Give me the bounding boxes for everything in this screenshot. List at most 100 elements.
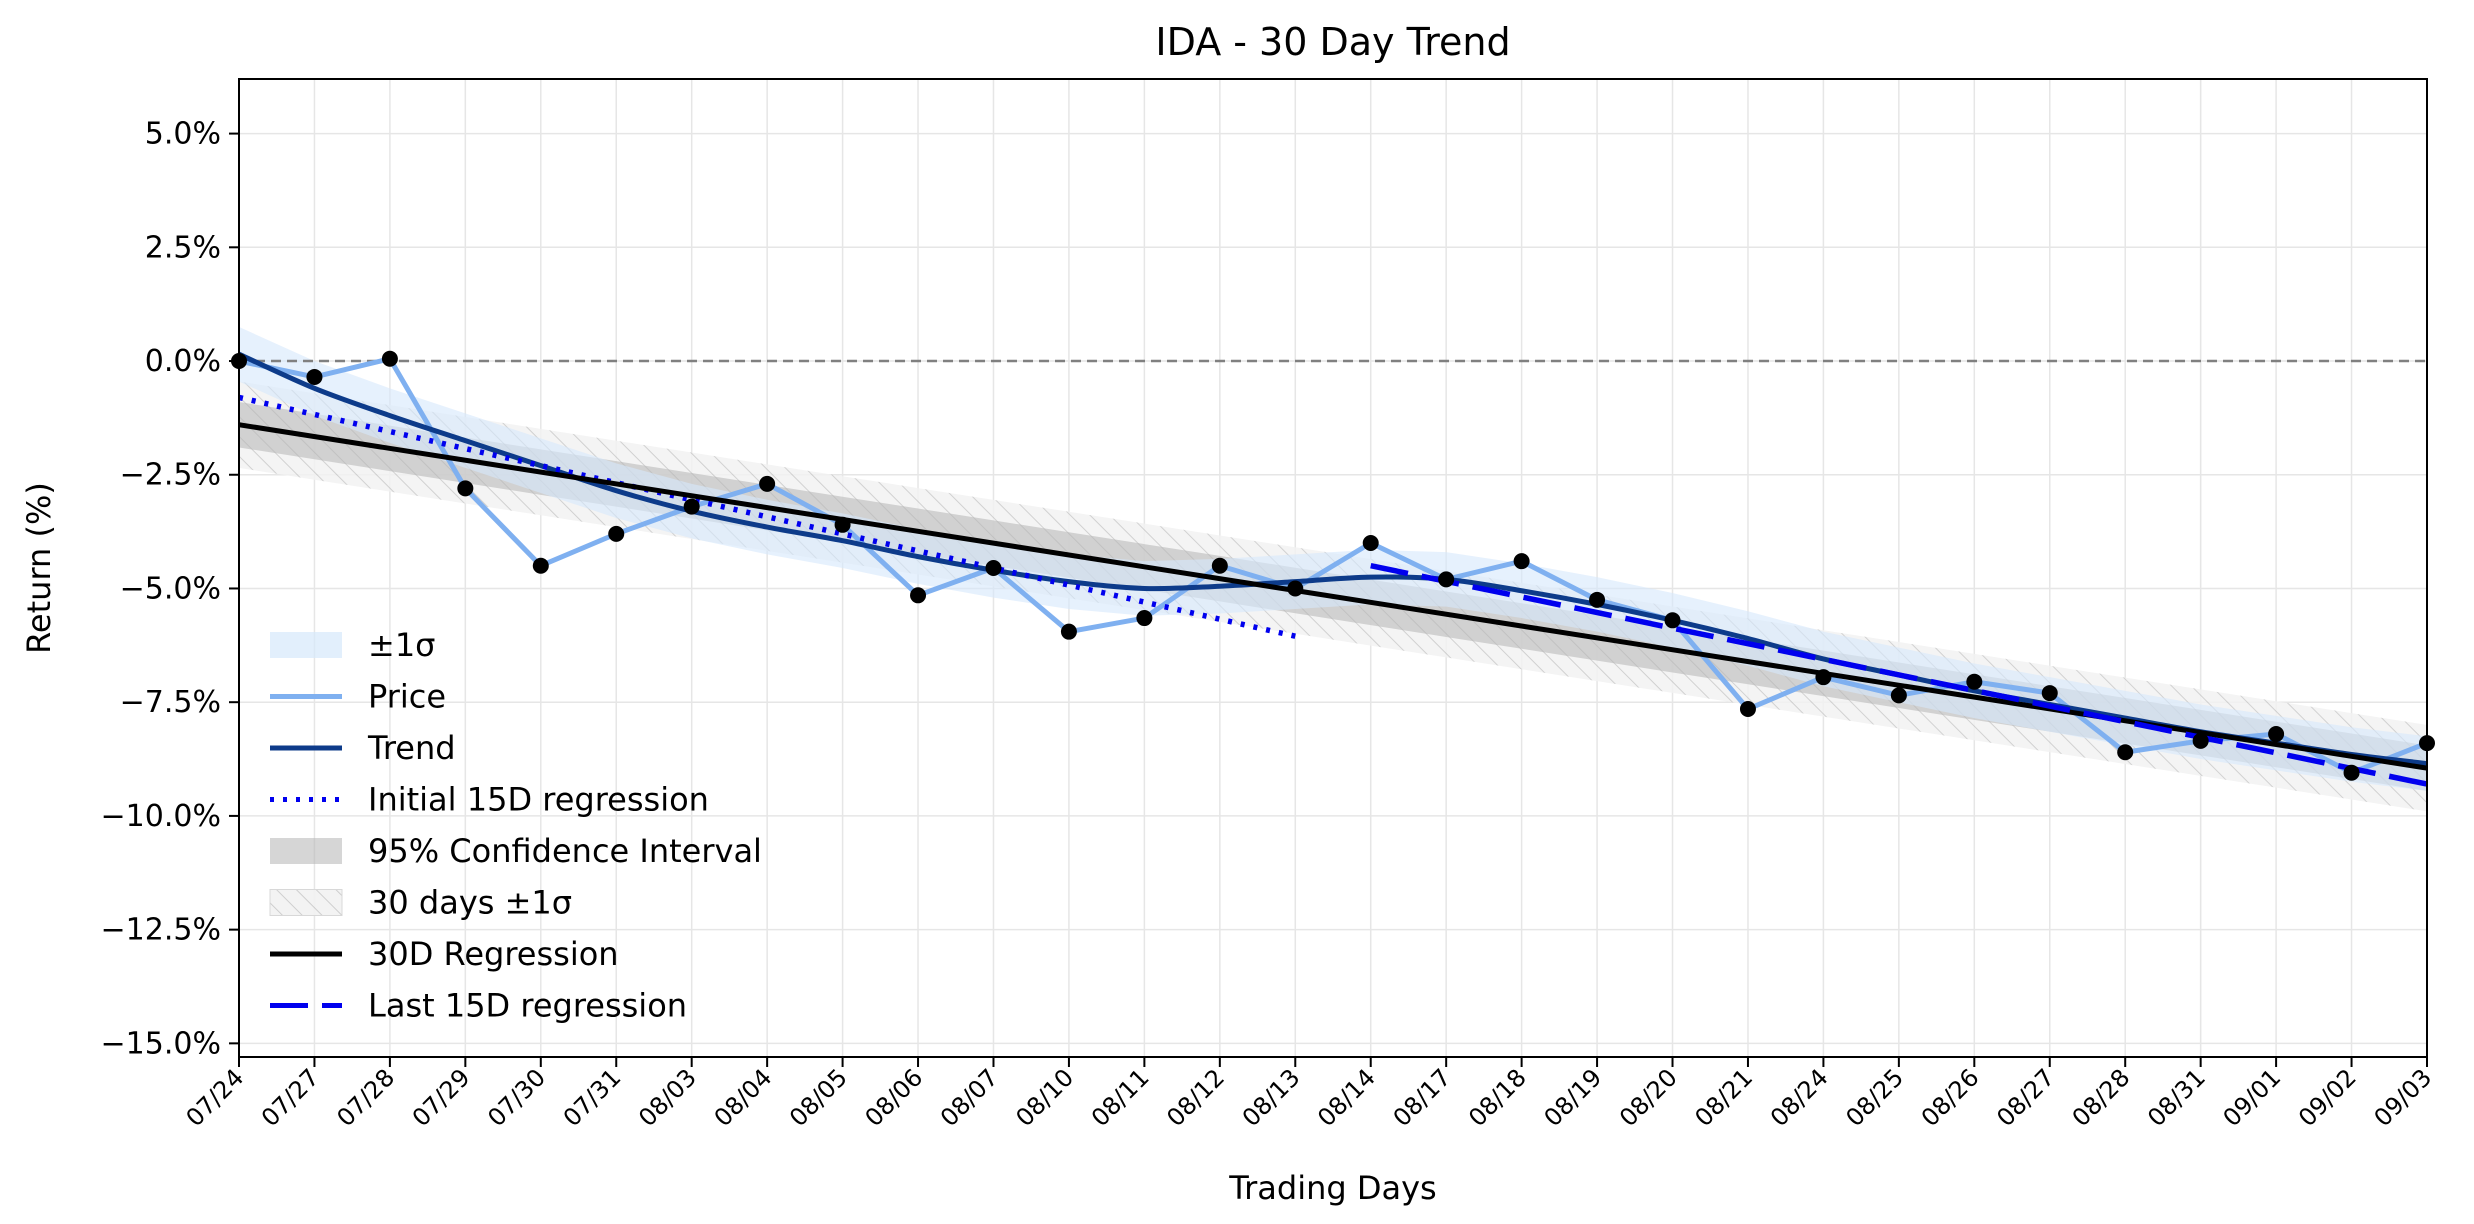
legend-trend: Trend: [270, 729, 456, 767]
y-axis: 5.0% 2.5% 0.0% −2.5% −5.0% −7.5% −10.0% −12.5% −…: [101, 117, 239, 1061]
price-point-13: [1211, 557, 1228, 574]
price-point-7: [759, 475, 776, 492]
x-tick-label-13: 08/12: [1161, 1063, 1230, 1132]
price-point-11: [1060, 623, 1077, 640]
x-tick-label-2: 07/28: [331, 1063, 400, 1132]
legend-30-days-1: 30 days ±1σ: [269, 884, 572, 922]
legend-initial-15d-regression: Initial 15D regression: [270, 781, 709, 819]
price-point-10: [985, 560, 1002, 576]
bands: [239, 326, 2427, 812]
x-tick-label-28: 09/02: [2293, 1063, 2362, 1132]
x-tick-label-20: 08/21: [1689, 1063, 1758, 1132]
y-tick-label-5: −7.5%: [120, 685, 221, 720]
price-point-28: [2343, 764, 2360, 781]
legend-price: Price: [270, 678, 446, 716]
price-point-12: [1136, 610, 1153, 627]
series-group: [239, 351, 2427, 787]
x-tick-label-25: 08/28: [2067, 1063, 2136, 1132]
x-tick-label-0: 07/24: [181, 1063, 250, 1132]
price-point-18: [1589, 591, 1606, 608]
y-tick-label-7: −12.5%: [101, 913, 221, 948]
price-point-15: [1362, 534, 1379, 551]
legend-1-label: ±1σ: [368, 626, 435, 664]
price-point-4: [532, 557, 549, 574]
plot-frame: [238, 78, 2428, 1058]
y-tick-label-3: −2.5%: [120, 458, 221, 493]
price-point-3: [457, 480, 474, 497]
x-axis: 07/24 07/27 07/28 07/29 07/30 07/31 08/03 08/04…: [181, 1057, 2438, 1132]
legend-1: ±1σ: [270, 626, 435, 664]
x-tick-label-19: 08/20: [1614, 1063, 1683, 1132]
y-tick-label-4: −5.0%: [120, 571, 221, 606]
legend-30-days-1-label: 30 days ±1σ: [368, 884, 572, 922]
y-axis-label: Return (%): [20, 482, 58, 654]
price-point-6: [683, 498, 700, 515]
x-tick-label-7: 08/04: [709, 1063, 778, 1132]
price-point-16: [1438, 571, 1455, 588]
price-point-5: [608, 525, 625, 542]
x-tick-label-4: 07/30: [482, 1063, 551, 1132]
legend-last-15d-regression-label: Last 15D regression: [368, 987, 687, 1025]
legend-1-swatch: [270, 632, 342, 658]
price-point-23: [1966, 673, 1983, 690]
price-point-19: [1664, 612, 1681, 629]
price-point-21: [1815, 669, 1832, 686]
y-tick-label-8: −15.0%: [101, 1026, 221, 1061]
x-tick-label-27: 09/01: [2218, 1063, 2287, 1132]
x-tick-label-26: 08/31: [2142, 1063, 2211, 1132]
x-tick-label-1: 07/27: [256, 1063, 325, 1132]
x-tick-label-15: 08/14: [1312, 1063, 1381, 1132]
price-point-14: [1287, 580, 1304, 597]
x-tick-label-18: 08/19: [1539, 1063, 1608, 1132]
price-point-1: [306, 368, 323, 385]
legend-30d-regression: 30D Regression: [270, 935, 619, 973]
price-point-26: [2192, 732, 2209, 749]
x-tick-label-14: 08/13: [1237, 1063, 1306, 1132]
price-point-27: [2268, 726, 2285, 743]
x-tick-label-10: 08/07: [935, 1063, 1004, 1132]
price-points: [231, 350, 2435, 781]
chart-title: IDA - 30 Day Trend: [1155, 20, 1510, 64]
legend-30-days-1-swatch: [269, 889, 343, 916]
price-point-25: [2117, 744, 2134, 761]
x-tick-label-6: 08/03: [633, 1063, 702, 1132]
legend-95-confidence-interval: 95% Confidence Interval: [270, 832, 762, 870]
y-tick-label-0: 5.0%: [145, 117, 221, 152]
legend-price-label: Price: [368, 678, 446, 716]
price-point-17: [1513, 553, 1530, 570]
y-tick-label-2: 0.0%: [145, 344, 221, 379]
x-axis-label: Trading Days: [1228, 1169, 1436, 1207]
x-tick-label-21: 08/24: [1765, 1063, 1834, 1132]
band-0: [239, 326, 2427, 791]
x-tick-label-29: 09/03: [2369, 1063, 2438, 1132]
price-point-8: [834, 516, 851, 533]
price-point-2: [381, 350, 398, 367]
x-tick-label-22: 08/25: [1840, 1063, 1909, 1132]
x-tick-label-23: 08/26: [1916, 1063, 1985, 1132]
x-tick-label-24: 08/27: [1991, 1063, 2060, 1132]
x-tick-label-17: 08/18: [1463, 1063, 1532, 1132]
legend-last-15d-regression: Last 15D regression: [270, 987, 687, 1025]
price-point-20: [1739, 701, 1756, 718]
price-point-9: [910, 587, 927, 604]
legend-trend-label: Trend: [367, 729, 456, 767]
series-last-15d-regression: [1370, 563, 2427, 787]
price-point-24: [2041, 685, 2058, 702]
y-tick-label-6: −10.0%: [101, 799, 221, 834]
y-tick-label-1: 2.5%: [145, 230, 221, 265]
legend-30d-regression-label: 30D Regression: [368, 935, 619, 973]
legend-95-confidence-interval-label: 95% Confidence Interval: [368, 832, 762, 870]
x-tick-label-12: 08/11: [1086, 1063, 1155, 1132]
x-tick-label-8: 08/05: [784, 1063, 853, 1132]
price-point-22: [1890, 687, 1907, 704]
series-price: [239, 356, 2427, 776]
x-tick-label-11: 08/10: [1010, 1063, 1079, 1132]
legend-initial-15d-regression-label: Initial 15D regression: [368, 781, 709, 819]
x-tick-label-16: 08/17: [1388, 1063, 1457, 1132]
x-tick-label-5: 07/31: [558, 1063, 627, 1132]
x-tick-label-3: 07/29: [407, 1063, 476, 1132]
x-tick-label-9: 08/06: [860, 1063, 929, 1132]
legend-95-confidence-interval-swatch: [270, 838, 342, 864]
legend: ±1σ Price Trend Initial 15D regression 95% C…: [269, 626, 762, 1025]
